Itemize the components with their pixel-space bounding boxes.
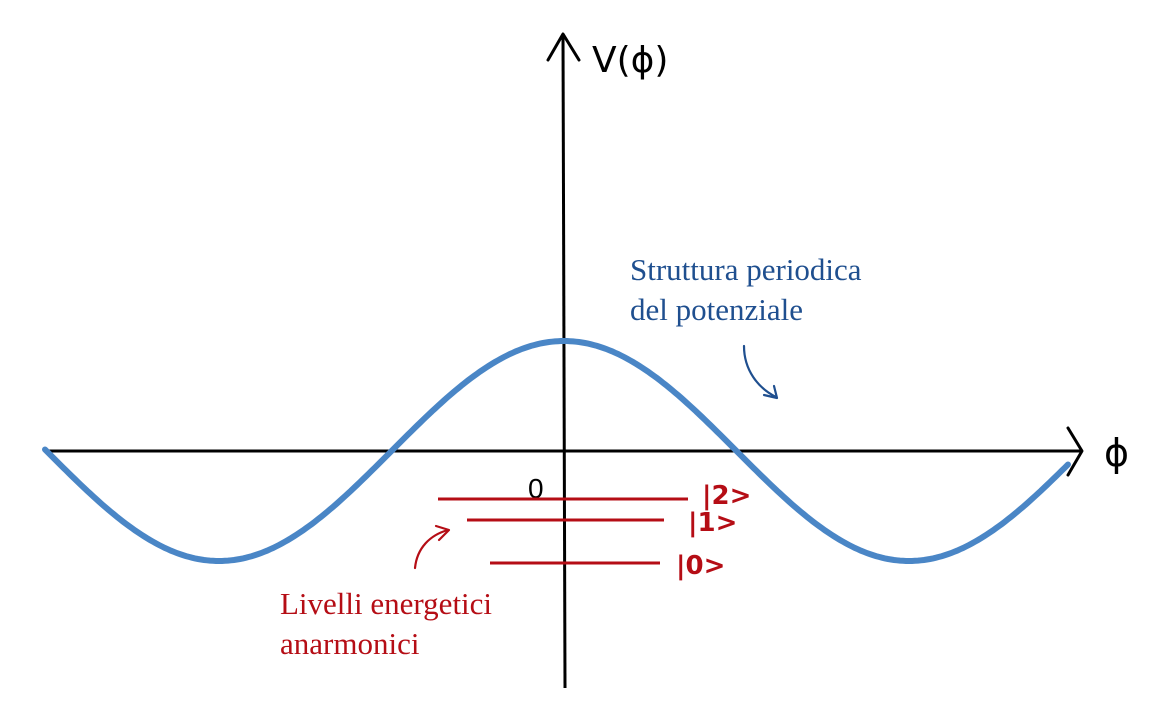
potential-curve	[42, 338, 1071, 564]
y-axis-arrowhead	[546, 32, 581, 62]
levels-annotation-line2: anarmonici	[280, 626, 420, 661]
level-label-1: |1>	[688, 508, 737, 538]
level-label-2: |2>	[702, 481, 751, 511]
levels-annotation-arrow	[413, 528, 450, 570]
y-axis-label: V(ϕ)	[592, 40, 668, 81]
curve-annotation-line2: del potenziale	[630, 292, 803, 327]
origin-label: 0	[528, 473, 544, 504]
x-axis-arrowhead	[1066, 426, 1084, 477]
x-axis-label: ϕ	[1104, 431, 1129, 475]
curve-annotation-arrow	[742, 344, 778, 399]
level-label-0: |0>	[676, 551, 725, 581]
y-axis	[561, 34, 567, 689]
levels-annotation-arrowhead	[434, 524, 451, 542]
curve-annotation-arrowhead	[762, 384, 779, 400]
curve-annotation-line1: Struttura periodica	[630, 252, 862, 287]
levels-annotation-line1: Livelli energetici	[280, 586, 492, 621]
